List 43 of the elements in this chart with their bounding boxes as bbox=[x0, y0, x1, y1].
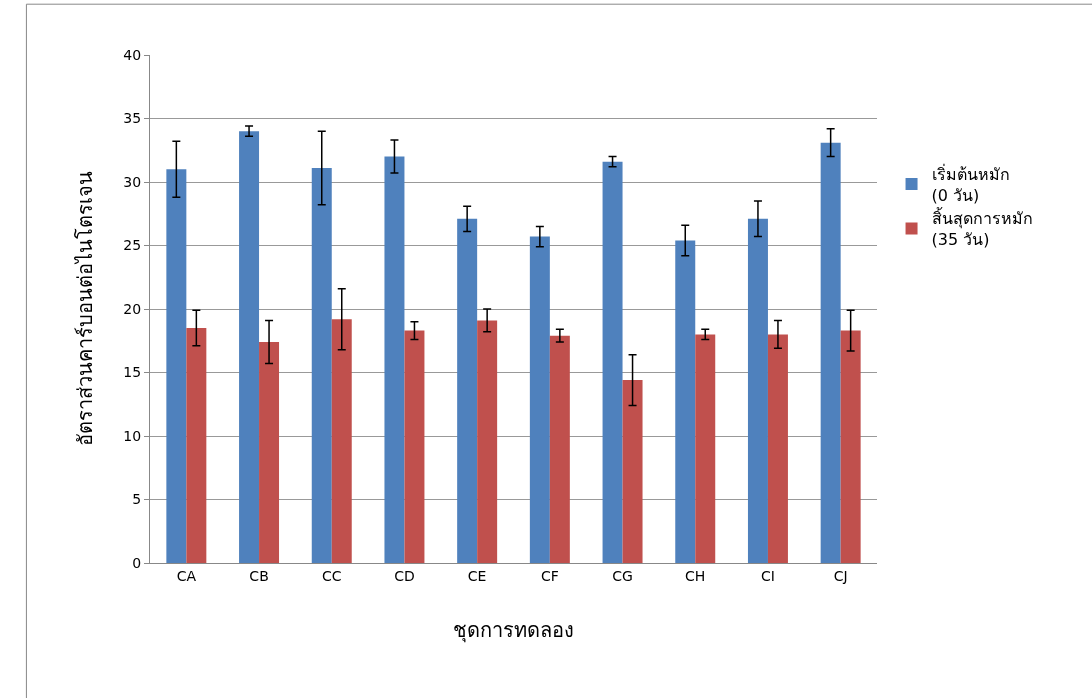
x-tick-label: CC bbox=[321, 567, 342, 584]
y-tick-label: 10 bbox=[123, 427, 142, 444]
x-tick-label: CH bbox=[685, 567, 706, 584]
x-tick-label: CB bbox=[249, 567, 269, 584]
x-tick-label: CE bbox=[467, 567, 487, 584]
y-axis-title: อัตราส่วนคาร์บอนต่อไนโตรเจน bbox=[72, 171, 97, 447]
y-tick-label: 35 bbox=[123, 110, 142, 127]
bar bbox=[549, 335, 570, 563]
bar bbox=[331, 319, 352, 563]
x-tick-label: CD bbox=[394, 567, 415, 584]
x-tick-label: CF bbox=[540, 567, 559, 584]
bar bbox=[239, 131, 260, 563]
bar bbox=[622, 380, 643, 563]
y-tick-label: 5 bbox=[132, 491, 142, 508]
y-tick-label: 0 bbox=[132, 554, 142, 571]
legend-label: สิ้นสุดการหมัก (35 วัน) bbox=[931, 207, 1033, 250]
x-tick-label: CA bbox=[176, 567, 197, 584]
y-tick-label: 40 bbox=[123, 46, 142, 63]
bar bbox=[166, 169, 187, 563]
bar bbox=[186, 328, 207, 563]
y-tick-label: 25 bbox=[123, 237, 142, 254]
x-axis-title: ชุดการทดลอง bbox=[453, 618, 574, 644]
y-tick-label: 30 bbox=[123, 173, 142, 190]
bar bbox=[602, 161, 623, 563]
bar bbox=[529, 236, 550, 563]
bar bbox=[767, 334, 788, 563]
bar bbox=[820, 142, 841, 563]
bar bbox=[259, 342, 280, 563]
bar bbox=[477, 320, 498, 563]
x-tick-label: CJ bbox=[833, 567, 848, 584]
bar bbox=[457, 218, 478, 563]
y-tick-label: 20 bbox=[123, 300, 142, 317]
bar bbox=[695, 334, 716, 563]
bar bbox=[840, 330, 861, 563]
x-tick-label: CI bbox=[761, 567, 775, 584]
legend-label: เริ่มต้นหมัก (0 วัน) bbox=[931, 162, 1010, 205]
bar bbox=[404, 330, 425, 563]
bar bbox=[675, 240, 696, 563]
bar bbox=[747, 218, 768, 563]
x-tick-label: CG bbox=[612, 567, 633, 584]
bar bbox=[311, 168, 332, 563]
bar bbox=[384, 156, 405, 563]
y-tick-label: 15 bbox=[123, 364, 142, 381]
